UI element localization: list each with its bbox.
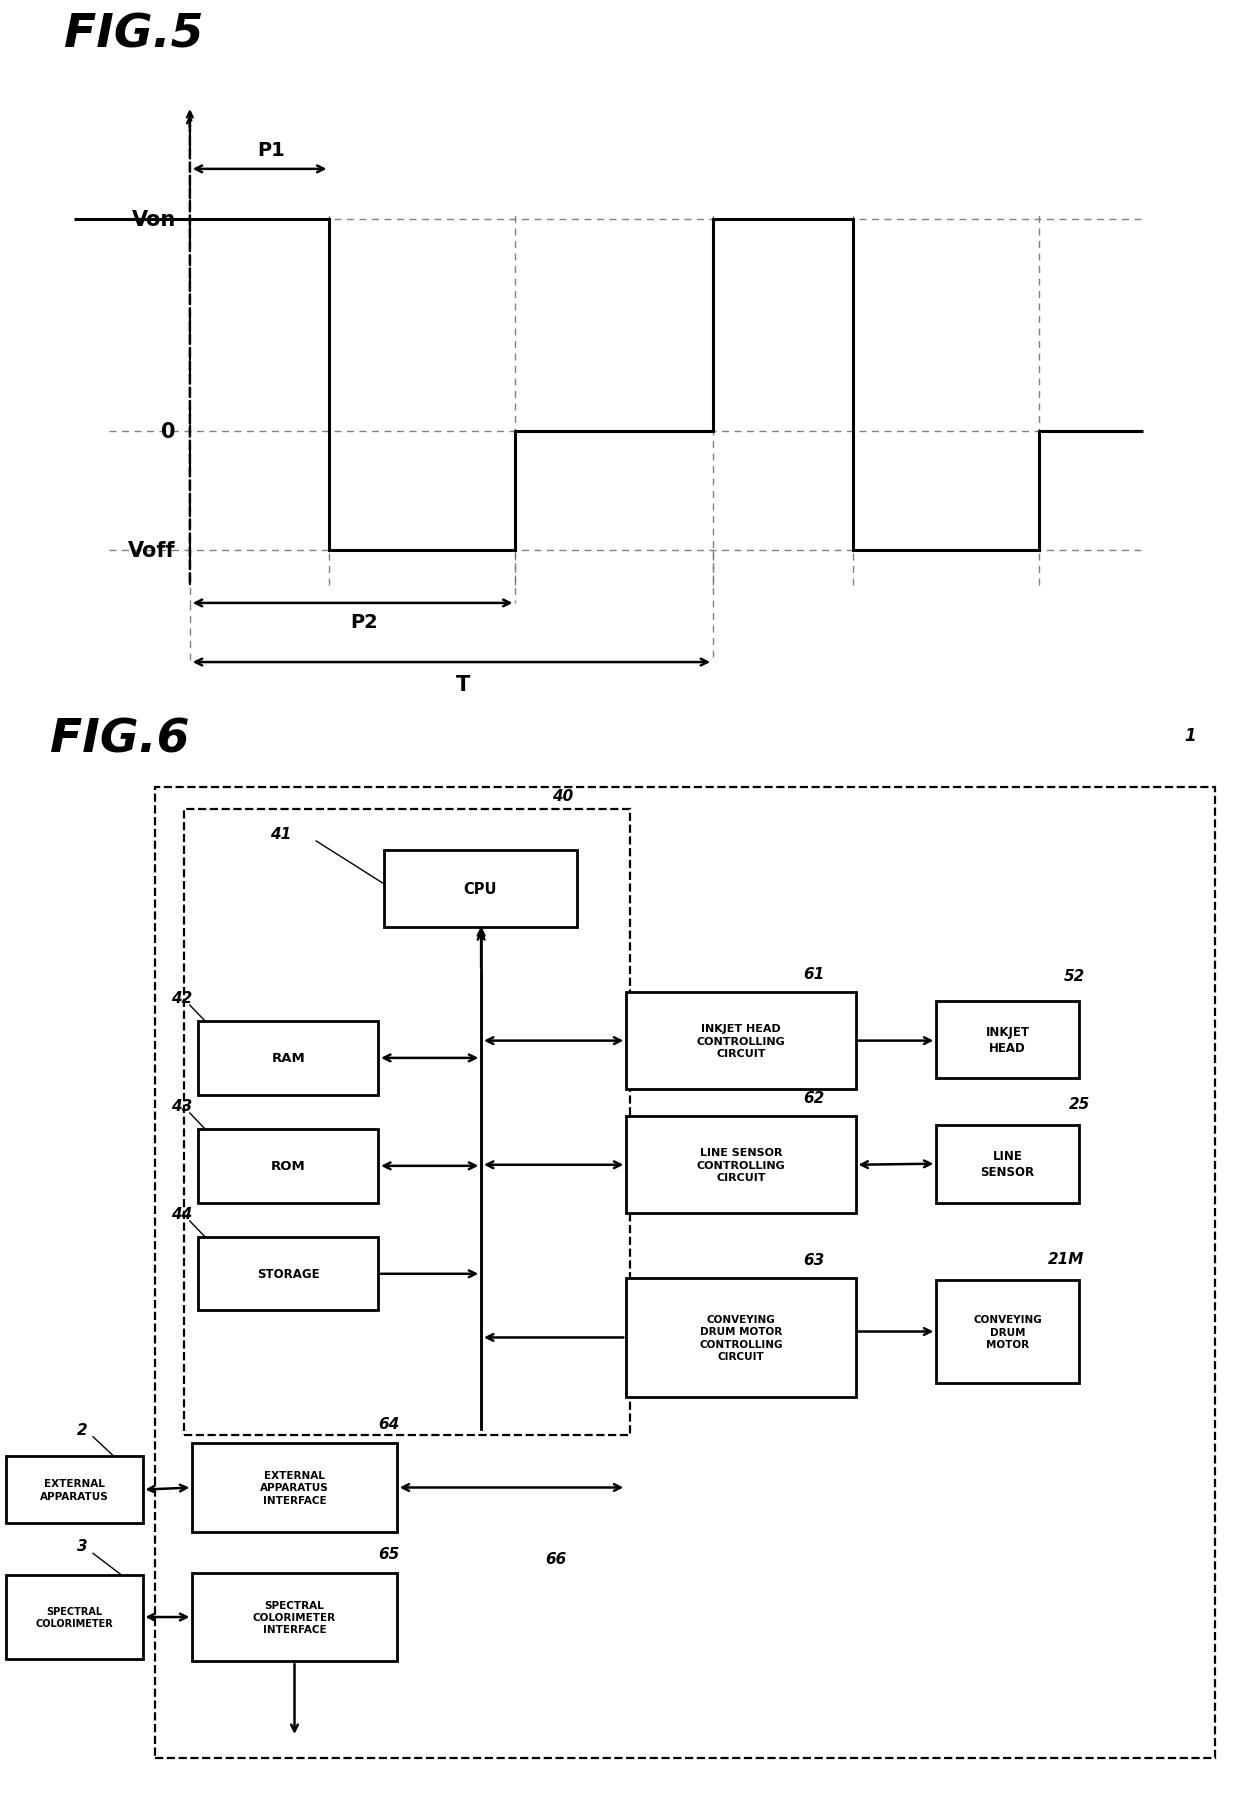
- Text: 2: 2: [77, 1422, 88, 1437]
- Text: STORAGE: STORAGE: [257, 1268, 320, 1280]
- Text: 41: 41: [270, 827, 291, 841]
- Text: P1: P1: [258, 142, 285, 160]
- Text: 61: 61: [804, 967, 825, 982]
- Bar: [192, 1444, 397, 1532]
- Bar: [626, 1117, 856, 1214]
- Text: 42: 42: [171, 991, 192, 1005]
- Bar: [936, 1001, 1079, 1079]
- Bar: [936, 1126, 1079, 1203]
- Text: CPU: CPU: [464, 881, 497, 897]
- Text: INKJET HEAD
CONTROLLING
CIRCUIT: INKJET HEAD CONTROLLING CIRCUIT: [697, 1023, 785, 1059]
- Text: 65: 65: [378, 1546, 399, 1561]
- Text: 0: 0: [161, 423, 176, 442]
- Text: SPECTRAL
COLORIMETER: SPECTRAL COLORIMETER: [36, 1606, 113, 1629]
- Text: FIG.6: FIG.6: [50, 717, 188, 762]
- Text: 52: 52: [1064, 969, 1085, 984]
- Text: EXTERNAL
APPARATUS
INTERFACE: EXTERNAL APPARATUS INTERFACE: [260, 1471, 329, 1505]
- Text: 62: 62: [804, 1091, 825, 1106]
- Bar: [6, 1575, 143, 1660]
- Bar: [184, 809, 630, 1435]
- Text: 44: 44: [171, 1206, 192, 1221]
- Text: 40: 40: [552, 789, 573, 804]
- Text: INKJET
HEAD: INKJET HEAD: [986, 1025, 1029, 1054]
- Text: 43: 43: [171, 1099, 192, 1113]
- Text: T: T: [456, 674, 470, 694]
- Text: 21M: 21M: [1048, 1251, 1084, 1266]
- Text: ROM: ROM: [270, 1160, 306, 1172]
- Text: Von: Von: [131, 209, 176, 230]
- Text: LINE
SENSOR: LINE SENSOR: [981, 1149, 1034, 1178]
- Text: Voff: Voff: [128, 541, 176, 561]
- Bar: [936, 1280, 1079, 1383]
- Text: CONVEYING
DRUM MOTOR
CONTROLLING
CIRCUIT: CONVEYING DRUM MOTOR CONTROLLING CIRCUIT: [699, 1314, 782, 1361]
- Text: FIG.5: FIG.5: [64, 13, 203, 58]
- Text: 66: 66: [546, 1552, 567, 1566]
- Text: 63: 63: [804, 1253, 825, 1268]
- Text: SPECTRAL
COLORIMETER
INTERFACE: SPECTRAL COLORIMETER INTERFACE: [253, 1600, 336, 1634]
- Text: P2: P2: [351, 613, 378, 633]
- Bar: [198, 1021, 378, 1095]
- Bar: [384, 850, 577, 928]
- Text: 25: 25: [1069, 1097, 1090, 1111]
- Text: RAM: RAM: [272, 1052, 305, 1064]
- Text: EXTERNAL
APPARATUS: EXTERNAL APPARATUS: [40, 1478, 109, 1501]
- Text: 1: 1: [1184, 726, 1195, 744]
- Text: CONVEYING
DRUM
MOTOR: CONVEYING DRUM MOTOR: [973, 1314, 1042, 1348]
- Bar: [6, 1456, 143, 1523]
- Bar: [626, 1278, 856, 1397]
- Bar: [192, 1573, 397, 1661]
- Text: 64: 64: [378, 1417, 399, 1431]
- Bar: [198, 1237, 378, 1311]
- Bar: [198, 1129, 378, 1203]
- Text: 3: 3: [77, 1539, 88, 1553]
- Text: LINE SENSOR
CONTROLLING
CIRCUIT: LINE SENSOR CONTROLLING CIRCUIT: [697, 1147, 785, 1183]
- Bar: [155, 788, 1215, 1758]
- Bar: [626, 992, 856, 1090]
